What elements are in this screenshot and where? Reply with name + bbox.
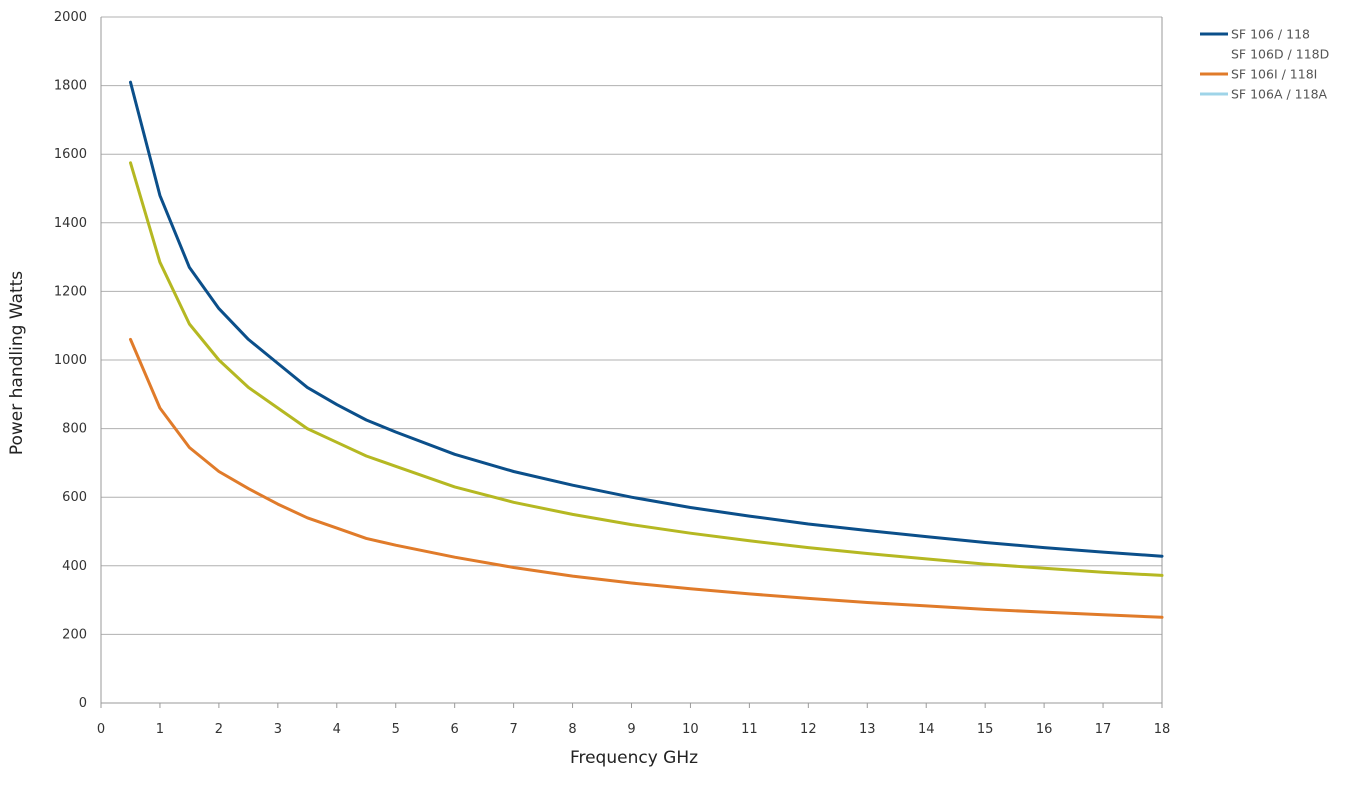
x-tick-label-16: 16 xyxy=(1036,722,1053,737)
x-tick-label-9: 9 xyxy=(627,722,635,737)
series-line-1 xyxy=(129,80,1164,558)
y-tick-label-0: 0 xyxy=(79,696,87,711)
y-tick-label-3: 600 xyxy=(62,490,87,505)
legend-label-1: SF 106 / 118 xyxy=(1231,27,1310,42)
y-axis-title: Power handling Watts xyxy=(7,271,27,455)
grid-lines xyxy=(101,16,1162,704)
y-tick-label-5: 1000 xyxy=(54,353,87,368)
x-tick-label-2: 2 xyxy=(215,722,223,737)
x-tick-label-11: 11 xyxy=(741,722,758,737)
x-tick-label-5: 5 xyxy=(392,722,400,737)
x-tick-label-15: 15 xyxy=(977,722,994,737)
legend-label-2: SF 106D / 118D xyxy=(1231,47,1329,62)
series-lines xyxy=(129,80,1164,619)
y-tick-label-10: 2000 xyxy=(54,10,87,25)
x-tick-label-18: 18 xyxy=(1154,722,1171,737)
y-tick-label-8: 1600 xyxy=(54,147,87,162)
x-tick-label-14: 14 xyxy=(918,722,935,737)
y-tick-label-7: 1400 xyxy=(54,216,87,231)
x-tick-labels: 0 1 2 3 4 5 6 7 8 9 10 11 12 13 14 15 16 17 18 xyxy=(97,722,1170,737)
x-axis-title: Frequency GHz xyxy=(570,748,698,768)
legend: SF 106 / 118 SF 106D / 118D SF 106I / 118I… xyxy=(1200,27,1329,102)
legend-label-3: SF 106I / 118I xyxy=(1231,67,1317,82)
x-tick-label-0: 0 xyxy=(97,722,105,737)
x-tick-label-7: 7 xyxy=(509,722,517,737)
legend-label-4: SF 106A / 118A xyxy=(1231,87,1328,102)
y-tick-label-4: 800 xyxy=(62,422,87,437)
x-tick-label-4: 4 xyxy=(333,722,341,737)
y-tick-label-9: 1800 xyxy=(54,79,87,94)
x-tick-label-8: 8 xyxy=(568,722,576,737)
y-tick-label-2: 400 xyxy=(62,559,87,574)
axes xyxy=(100,17,1163,708)
y-tick-label-6: 1200 xyxy=(54,284,87,299)
x-tick-label-13: 13 xyxy=(859,722,876,737)
x-tick-label-17: 17 xyxy=(1095,722,1112,737)
x-tick-label-1: 1 xyxy=(156,722,164,737)
x-tick-label-6: 6 xyxy=(451,722,459,737)
y-tick-label-1: 200 xyxy=(62,627,87,642)
series-line-3 xyxy=(129,337,1164,619)
series-line-2 xyxy=(129,161,1164,577)
x-tick-label-12: 12 xyxy=(800,722,817,737)
y-tick-labels: 0 200 400 600 800 1000 1200 1400 1600 1800 2000 xyxy=(54,10,87,711)
x-tick-label-3: 3 xyxy=(274,722,282,737)
x-tick-label-10: 10 xyxy=(682,722,699,737)
